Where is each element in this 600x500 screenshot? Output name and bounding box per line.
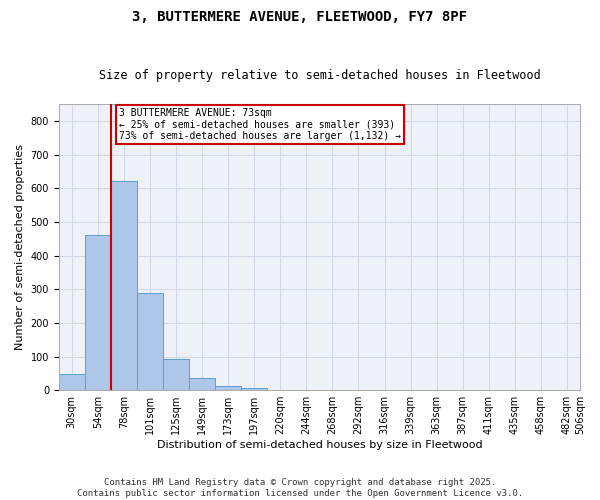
Text: 3, BUTTERMERE AVENUE, FLEETWOOD, FY7 8PF: 3, BUTTERMERE AVENUE, FLEETWOOD, FY7 8PF xyxy=(133,10,467,24)
Bar xyxy=(163,359,189,390)
Bar xyxy=(59,374,85,390)
Bar xyxy=(241,388,267,390)
Bar xyxy=(215,386,241,390)
Title: Size of property relative to semi-detached houses in Fleetwood: Size of property relative to semi-detach… xyxy=(98,69,540,82)
Bar xyxy=(85,236,111,390)
X-axis label: Distribution of semi-detached houses by size in Fleetwood: Distribution of semi-detached houses by … xyxy=(157,440,482,450)
Text: 3 BUTTERMERE AVENUE: 73sqm
← 25% of semi-detached houses are smaller (393)
73% o: 3 BUTTERMERE AVENUE: 73sqm ← 25% of semi… xyxy=(119,108,401,141)
Text: Contains HM Land Registry data © Crown copyright and database right 2025.
Contai: Contains HM Land Registry data © Crown c… xyxy=(77,478,523,498)
Bar xyxy=(137,292,163,390)
Bar xyxy=(111,182,137,390)
Bar xyxy=(189,378,215,390)
Y-axis label: Number of semi-detached properties: Number of semi-detached properties xyxy=(15,144,25,350)
